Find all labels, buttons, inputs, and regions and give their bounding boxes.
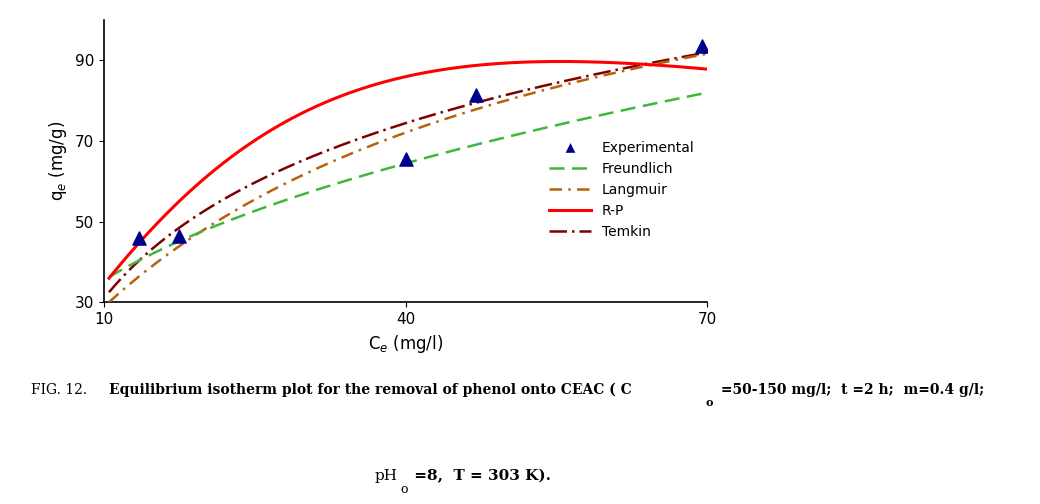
Experimental [172, 232, 188, 240]
Text: FIG. 12.: FIG. 12. [31, 383, 92, 397]
Text: =8,  T = 303 K).: =8, T = 303 K). [409, 469, 551, 483]
Experimental [131, 234, 148, 242]
Y-axis label: q$_e$ (mg/g): q$_e$ (mg/g) [48, 121, 70, 202]
Text: o: o [705, 397, 712, 408]
X-axis label: C$_e$ (mg/l): C$_e$ (mg/l) [368, 333, 443, 355]
Text: pH: pH [374, 469, 397, 483]
Experimental [468, 91, 485, 99]
Text: Equilibrium isotherm plot for the removal of phenol onto CEAC ( C: Equilibrium isotherm plot for the remova… [109, 383, 632, 398]
Text: o: o [400, 483, 408, 496]
Legend: Experimental, Freundlich, Langmuir, R-P, Temkin: Experimental, Freundlich, Langmuir, R-P,… [544, 136, 700, 244]
Text: =50-150 mg/l;  t =2 h;  m=0.4 g/l;: =50-150 mg/l; t =2 h; m=0.4 g/l; [716, 383, 984, 397]
Experimental [397, 155, 414, 163]
Experimental [694, 42, 710, 50]
